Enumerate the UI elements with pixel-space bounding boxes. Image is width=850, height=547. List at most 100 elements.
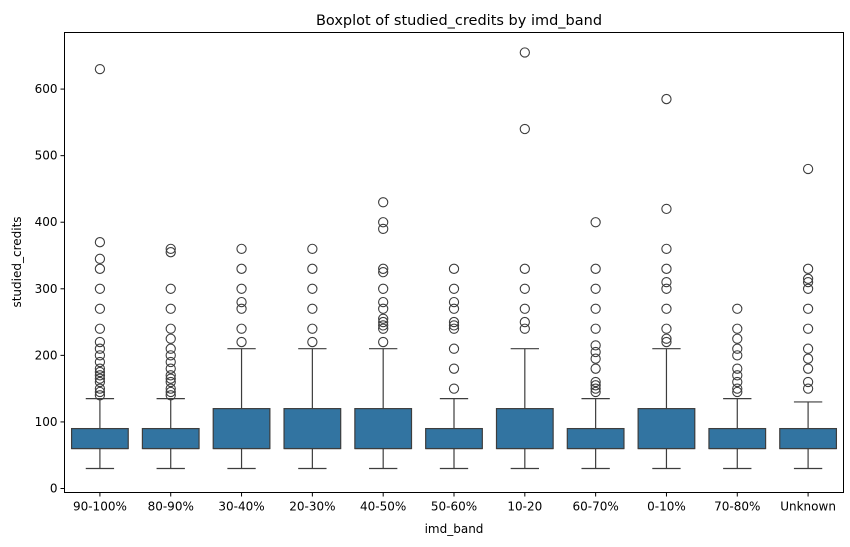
outlier-point <box>165 350 176 361</box>
outlier-point <box>94 63 106 75</box>
outlier-point <box>378 296 389 308</box>
outlier-point <box>661 93 672 105</box>
outlier-point <box>448 283 460 294</box>
outlier-point <box>732 350 743 361</box>
outlier-point <box>307 283 318 294</box>
outlier-point <box>519 263 530 274</box>
outlier-point <box>802 276 814 288</box>
outlier-point <box>165 376 176 388</box>
outlier-point <box>519 123 530 135</box>
outlier-point <box>661 276 672 288</box>
outlier-point <box>448 296 460 308</box>
outlier-point <box>94 283 106 294</box>
box-group <box>212 243 271 470</box>
outlier-point <box>94 237 106 248</box>
outlier-point <box>165 283 176 294</box>
box-group <box>637 93 696 470</box>
outlier-point <box>802 263 814 274</box>
outlier-point <box>236 323 247 334</box>
outlier-point <box>519 323 530 334</box>
outlier-point <box>590 263 601 274</box>
outlier-point <box>732 343 743 354</box>
iqr-box <box>495 408 554 450</box>
box-group <box>495 47 554 470</box>
x-tick-label: 70-80% <box>714 500 760 514</box>
outlier-point <box>378 197 389 208</box>
outlier-point <box>94 323 106 334</box>
outlier-point <box>236 263 247 274</box>
outlier-point <box>165 243 176 255</box>
x-tick-label: 0-10% <box>647 500 686 514</box>
outlier-point <box>378 223 389 235</box>
x-tick-label: 40-50% <box>360 500 406 514</box>
plot-area <box>70 47 838 470</box>
outlier-point <box>661 303 672 314</box>
outlier-point <box>661 263 672 274</box>
outlier-point <box>165 386 176 398</box>
outlier-point <box>448 383 460 394</box>
iqr-box <box>212 408 271 450</box>
box-group <box>141 243 200 470</box>
y-tick-label: 500 <box>35 149 58 163</box>
iqr-box <box>354 408 413 450</box>
x-tick-label: Unknown <box>780 500 836 514</box>
outlier-point <box>661 336 672 348</box>
y-tick-label: 400 <box>35 215 58 229</box>
outlier-point <box>165 383 176 394</box>
outlier-point <box>307 323 318 334</box>
outlier-point <box>165 370 176 381</box>
outlier-point <box>448 263 460 274</box>
outlier-point <box>236 336 247 348</box>
outlier-point <box>448 320 460 331</box>
outlier-point <box>661 283 672 294</box>
outlier-point <box>590 217 601 228</box>
outlier-point <box>802 323 814 334</box>
outlier-point <box>236 283 247 294</box>
outlier-point <box>732 370 743 381</box>
outlier-point <box>802 363 814 374</box>
x-tick-label: 80-90% <box>148 500 194 514</box>
outlier-point <box>590 380 601 391</box>
x-tick-label: 30-40% <box>218 500 264 514</box>
iqr-box <box>70 427 129 450</box>
outlier-point <box>519 47 530 58</box>
outlier-point <box>94 376 106 388</box>
outlier-point <box>590 386 601 398</box>
outlier-point <box>732 383 743 394</box>
outlier-point <box>732 303 743 314</box>
box-group <box>70 63 129 470</box>
x-tick-label: 20-30% <box>289 500 335 514</box>
outlier-point <box>519 283 530 294</box>
y-tick-label: 100 <box>35 415 58 429</box>
outlier-point <box>802 303 814 314</box>
outlier-point <box>378 316 389 328</box>
x-axis-label: imd_band <box>425 522 484 536</box>
y-axis-label: studied_credits <box>10 216 24 307</box>
outlier-point <box>448 303 460 314</box>
outlier-point <box>236 296 247 308</box>
outlier-point <box>165 373 176 384</box>
outlier-point <box>378 323 389 334</box>
outlier-point <box>661 323 672 334</box>
outlier-point <box>236 243 247 255</box>
outlier-point <box>732 323 743 334</box>
box-group <box>779 163 838 470</box>
outlier-point <box>378 263 389 274</box>
outlier-point <box>378 266 389 278</box>
outlier-point <box>165 303 176 314</box>
x-tick-label: 90-100% <box>73 500 127 514</box>
outlier-point <box>94 263 106 274</box>
outlier-point <box>802 273 814 284</box>
outlier-point <box>448 363 460 374</box>
outlier-point <box>307 303 318 314</box>
outlier-point <box>94 386 106 398</box>
outlier-point <box>448 343 460 354</box>
outlier-point <box>590 363 601 374</box>
box-group <box>354 197 413 470</box>
outlier-point <box>165 333 176 344</box>
outlier-point <box>94 366 106 378</box>
outlier-point <box>732 376 743 388</box>
box-group <box>425 263 483 470</box>
outlier-point <box>94 370 106 381</box>
